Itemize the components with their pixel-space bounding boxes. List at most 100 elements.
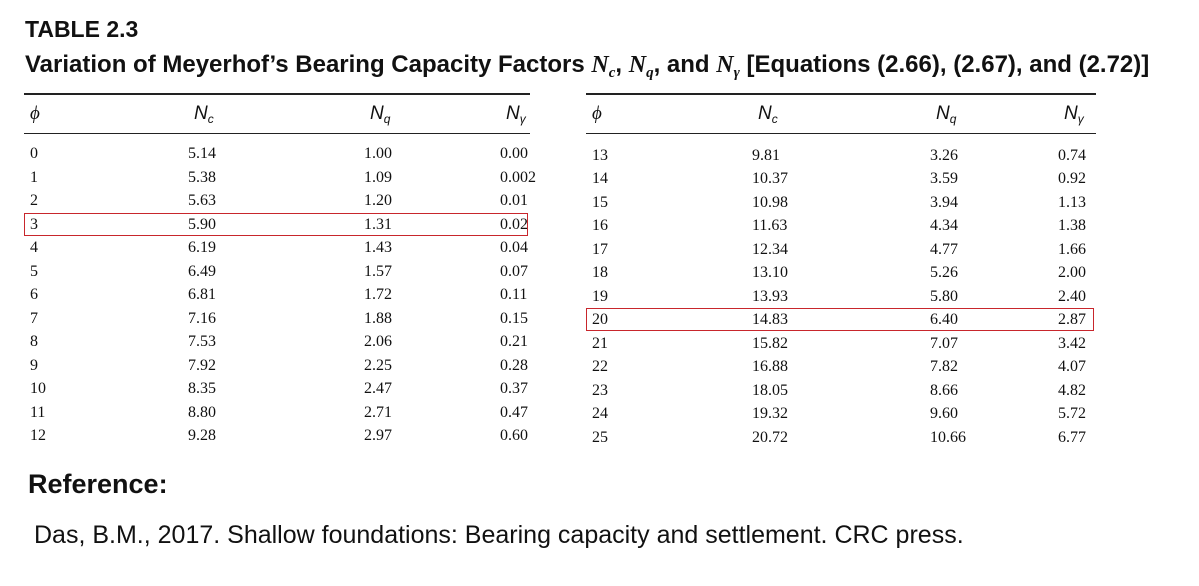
cell-nc: 5.63 (188, 192, 216, 209)
cell-nc: 7.53 (188, 333, 216, 350)
cell-nq: 2.47 (364, 380, 392, 397)
cell-nc: 13.93 (752, 287, 788, 305)
cell-nc: 9.28 (188, 427, 216, 444)
cell-phi: 18 (592, 264, 608, 281)
cell-nq: 2.06 (364, 333, 392, 350)
table-top-rule (586, 93, 1096, 95)
cell-nq: 1.00 (364, 145, 392, 162)
cell-ngamma: 0.07 (500, 262, 528, 280)
cell-nc: 6.19 (188, 239, 216, 256)
cell-nc: 15.82 (752, 334, 788, 352)
cell-phi: 19 (592, 287, 608, 305)
cell-nc: 8.35 (188, 380, 216, 397)
cell-nq: 8.66 (930, 381, 958, 399)
cell-nq: 9.60 (930, 405, 958, 422)
cell-phi: 16 (592, 217, 608, 234)
cell-nq: 1.20 (364, 192, 392, 209)
cell-phi: 22 (592, 358, 608, 375)
cell-nc: 18.05 (752, 381, 788, 399)
table-number: TABLE 2.3 (25, 16, 139, 42)
cell-phi: 11 (30, 403, 46, 421)
cell-phi: 1 (30, 168, 38, 186)
cell-nq: 10.66 (930, 428, 966, 446)
cell-nq: 5.26 (930, 264, 958, 281)
cell-phi: 14 (592, 170, 608, 187)
cell-ngamma: 2.00 (1058, 264, 1086, 281)
cell-ngamma: 0.60 (500, 427, 528, 444)
table-header-rule (24, 133, 530, 134)
cell-ngamma: 0.11 (500, 286, 528, 303)
cell-ngamma: 0.92 (1058, 170, 1086, 187)
cell-nq: 2.97 (364, 427, 392, 444)
cell-ngamma: 0.37 (500, 380, 528, 397)
cell-phi: 24 (592, 405, 608, 422)
table-top-rule (24, 93, 530, 95)
cell-nq: 4.77 (930, 240, 958, 258)
cell-phi: 23 (592, 381, 608, 399)
cell-nc: 5.90 (188, 215, 216, 233)
left-table: ϕ Nc Nq Nγ 0 5.14 1.00 0.00 1 5.38 1.09 0.002 2 5.63 1… (24, 93, 536, 453)
cell-phi: 2 (30, 192, 38, 209)
cell-ngamma: 6.77 (1058, 428, 1086, 446)
header-ngamma: Nγ (1064, 103, 1084, 126)
cell-phi: 0 (30, 145, 38, 162)
cell-ngamma: 0.28 (500, 356, 528, 374)
header-phi: ϕ (592, 103, 602, 124)
header-nq: Nq (370, 103, 391, 126)
cell-nc: 6.81 (188, 286, 216, 303)
cell-phi: 12 (30, 427, 46, 444)
cell-nc: 5.38 (188, 168, 216, 186)
cell-ngamma: 0.74 (1058, 146, 1086, 164)
cell-nq: 1.43 (364, 239, 392, 256)
cell-ngamma: 2.40 (1058, 287, 1086, 305)
reference-heading: Reference: (28, 469, 168, 499)
header-nc: Nc (194, 103, 214, 126)
cell-nq: 4.34 (930, 217, 958, 234)
cell-phi: 9 (30, 356, 38, 374)
cell-ngamma: 0.002 (500, 168, 536, 186)
cell-nc: 16.88 (752, 358, 788, 375)
cell-nc: 10.98 (752, 193, 788, 211)
header-nq: Nq (936, 103, 957, 126)
cell-nq: 1.09 (364, 168, 392, 186)
cell-ngamma: 0.15 (500, 309, 528, 327)
highlighted-row-box (586, 308, 1094, 331)
cell-nc: 9.81 (752, 146, 780, 164)
cell-nc: 13.10 (752, 264, 788, 281)
cell-phi: 3 (30, 215, 38, 233)
cell-ngamma: 1.66 (1058, 240, 1086, 258)
cell-ngamma: 0.01 (500, 192, 528, 209)
cell-phi: 25 (592, 428, 608, 446)
cell-phi: 20 (592, 311, 608, 328)
cell-nc: 7.92 (188, 356, 216, 374)
cell-ngamma: 5.72 (1058, 405, 1086, 422)
reference-text: Das, B.M., 2017. Shallow foundations: Be… (34, 521, 964, 549)
cell-phi: 15 (592, 193, 608, 211)
cell-phi: 7 (30, 309, 38, 327)
cell-nq: 2.25 (364, 356, 392, 374)
cell-nq: 7.07 (930, 334, 958, 352)
cell-phi: 8 (30, 333, 38, 350)
cell-phi: 10 (30, 380, 46, 397)
cell-nc: 8.80 (188, 403, 216, 421)
cell-ngamma: 0.21 (500, 333, 528, 350)
cell-nq: 6.40 (930, 311, 958, 328)
cell-ngamma: 0.04 (500, 239, 528, 256)
cell-nq: 7.82 (930, 358, 958, 375)
cell-nq: 2.71 (364, 403, 392, 421)
cell-ngamma: 1.13 (1058, 193, 1086, 211)
cell-nc: 12.34 (752, 240, 788, 258)
cell-phi: 13 (592, 146, 608, 164)
cell-ngamma: 1.38 (1058, 217, 1086, 234)
cell-phi: 17 (592, 240, 608, 258)
cell-phi: 6 (30, 286, 38, 303)
cell-nc: 19.32 (752, 405, 788, 422)
cell-nc: 5.14 (188, 145, 216, 162)
cell-ngamma: 0.02 (500, 215, 528, 233)
cell-ngamma: 4.82 (1058, 381, 1086, 399)
cell-nq: 3.59 (930, 170, 958, 187)
right-table: ϕ Nc Nq Nγ 13 9.81 3.26 0.74 14 10.37 3.59 0.92 15 10… (586, 93, 1096, 453)
cell-ngamma: 0.00 (500, 145, 528, 162)
highlighted-row-box (24, 212, 528, 236)
cell-nc: 20.72 (752, 428, 788, 446)
